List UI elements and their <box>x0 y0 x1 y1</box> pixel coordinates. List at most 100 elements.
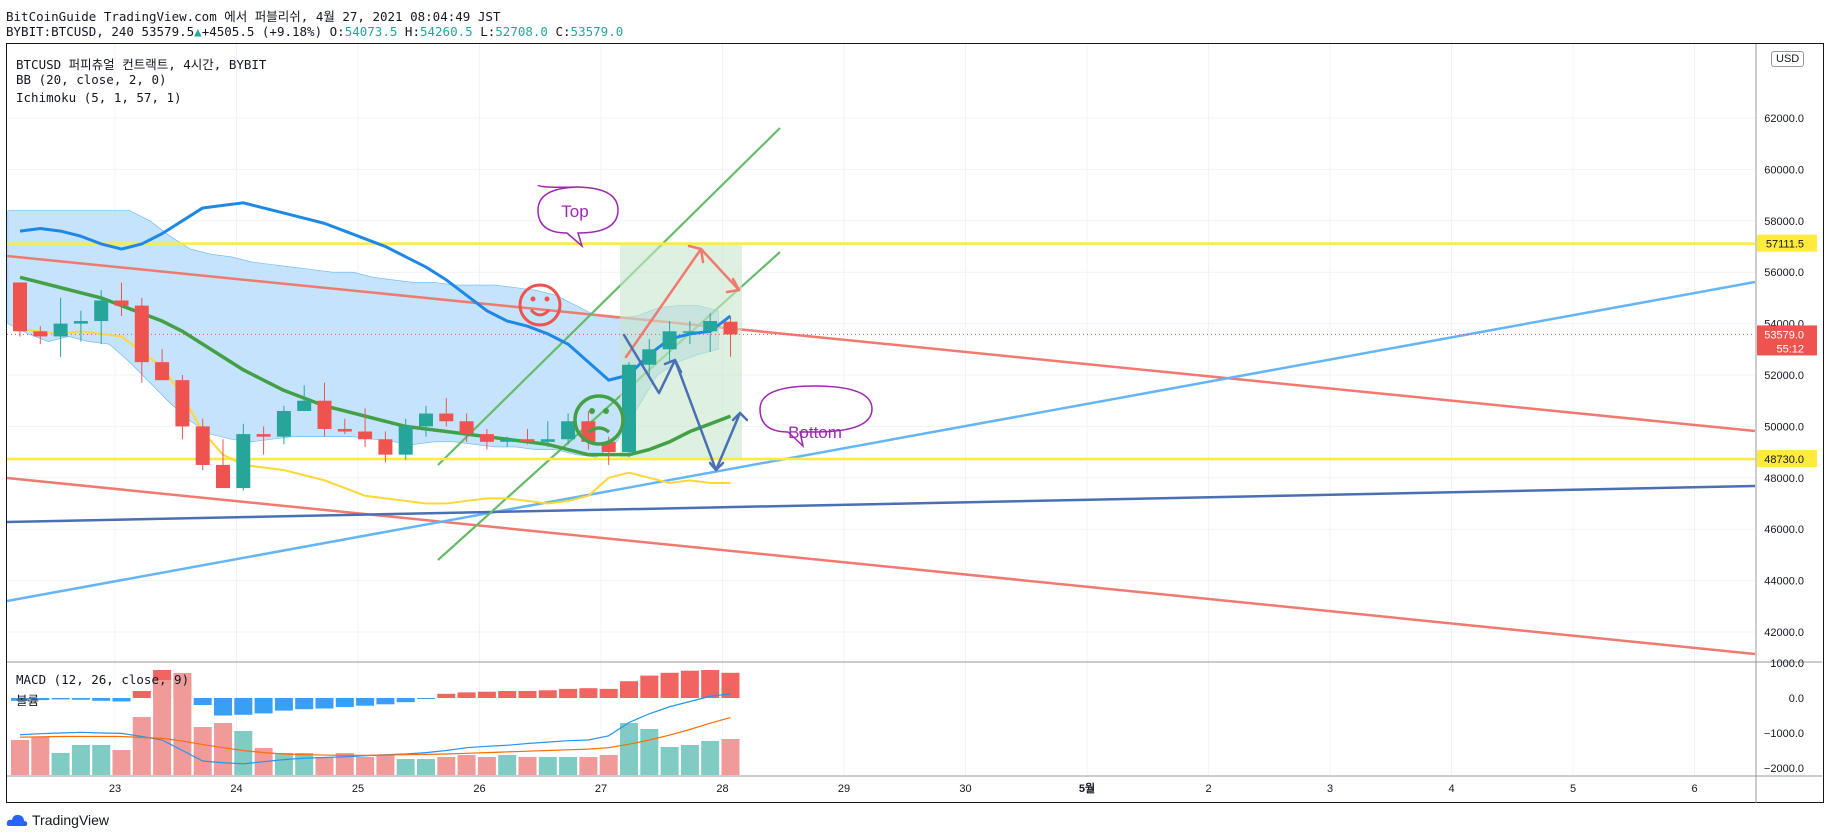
volume-bar <box>153 680 172 775</box>
candle-body <box>398 426 413 455</box>
candle-body <box>479 434 494 442</box>
macd-histogram-bar <box>11 698 29 701</box>
open-value: 54073.5 <box>344 24 398 39</box>
price-label-text: 53579.0 <box>1764 329 1804 341</box>
macd-histogram-bar <box>315 698 334 709</box>
volume-bar <box>437 757 456 775</box>
candle-body <box>500 439 515 442</box>
top-bubble: Top <box>537 184 619 249</box>
change-value: +4505.5 (+9.18%) <box>201 24 323 39</box>
blue-arrow-head <box>731 411 749 422</box>
chart-frame <box>6 43 1824 803</box>
volume-bar <box>71 745 90 775</box>
macd-histogram-bar <box>274 698 293 711</box>
red-trend-line-upper <box>6 254 1756 433</box>
symbol-legend[interactable]: BTCUSD 퍼피츄얼 컨트랙트, 4시간, BYBIT <box>16 57 267 72</box>
x-tick-label: 28 <box>716 783 728 795</box>
candle-body <box>317 400 332 429</box>
y-tick-label: 44000.0 <box>1764 576 1804 588</box>
red-arrow-head <box>687 244 705 264</box>
x-tick-label: 26 <box>473 783 485 795</box>
macd-histogram-bar <box>477 691 496 698</box>
volume-bar <box>538 757 557 775</box>
volume-legend[interactable]: 볼륨 <box>16 693 40 708</box>
volume-bar <box>721 739 740 775</box>
y-tick-label: 52000.0 <box>1764 370 1804 382</box>
ohlc-bar: BYBIT:BTCUSD, 240 53579.5▲+4505.5 (+9.18… <box>6 24 623 39</box>
x-tick-label: 5월 <box>1079 781 1095 795</box>
candle-body <box>134 305 149 363</box>
x-tick-label: 29 <box>838 783 850 795</box>
macd-y-tick-label: −2000.0 <box>1764 763 1804 775</box>
y-tick-label: 46000.0 <box>1764 524 1804 536</box>
macd-pane <box>11 670 740 775</box>
macd-legend[interactable]: MACD (12, 26, close, 9) <box>16 672 190 687</box>
low-label: L: <box>480 24 496 39</box>
smiley-happy-icon <box>518 283 562 327</box>
candle-body <box>419 413 433 427</box>
volume-bar <box>112 750 131 775</box>
x-tick-label: 23 <box>109 783 121 795</box>
macd-histogram-bar <box>417 698 435 699</box>
candle-body <box>723 321 738 335</box>
brand-name: TradingView <box>32 812 110 828</box>
ichimoku-legend[interactable]: Ichimoku (5, 1, 57, 1) <box>16 90 182 105</box>
publish-info: BitCoinGuide TradingView.com 에서 퍼블리쉬, 4월… <box>6 9 501 24</box>
candle-body <box>114 300 129 306</box>
volume-bar <box>477 757 496 775</box>
currency-badge[interactable]: USD <box>1771 51 1805 67</box>
candle-body <box>439 413 454 422</box>
candle-body <box>459 421 474 435</box>
volume-bar <box>51 753 70 775</box>
macd-histogram-bar <box>396 698 415 703</box>
candle-body <box>175 380 190 427</box>
bb-legend[interactable]: BB (20, close, 2, 0) <box>16 72 167 87</box>
close-value: 53579.0 <box>570 24 624 39</box>
candle-body <box>195 426 210 465</box>
price-label-box <box>1757 234 1817 252</box>
x-tick-label: 27 <box>595 783 607 795</box>
volume-bar <box>599 755 618 775</box>
annotations: Top Bottom <box>537 184 873 449</box>
top-label: Top <box>561 202 588 221</box>
macd-histogram-bar <box>71 698 90 700</box>
macd-histogram-bar <box>295 698 314 710</box>
horizontal-levels <box>7 242 1755 461</box>
macd-histogram-bar <box>92 698 111 701</box>
candle-body <box>662 331 677 350</box>
candle-body <box>581 421 596 442</box>
volume-bar <box>620 723 638 775</box>
macd-histogram-bar <box>640 675 659 698</box>
candle-body <box>703 321 718 332</box>
candle-body <box>642 349 657 365</box>
macd-histogram-bar <box>51 698 70 700</box>
volume-bar <box>559 757 578 775</box>
macd-y-tick-label: 0.0 <box>1789 693 1804 705</box>
bottom-label: Bottom <box>788 423 842 442</box>
axes: 23 24 25 26 27 28 29 30 5월 2 3 4 5 642000.044000.0460… <box>7 44 1822 803</box>
x-tick-label: 3 <box>1327 783 1333 795</box>
candle-body <box>53 323 68 337</box>
price-label-box <box>1757 325 1817 356</box>
macd-histogram-bar <box>457 692 476 698</box>
candle-body <box>33 331 48 337</box>
candle-body <box>216 464 230 489</box>
candle-body <box>276 410 291 437</box>
open-label: O: <box>329 24 345 39</box>
macd-histogram-bar <box>132 691 151 698</box>
volume-bar <box>498 755 517 775</box>
candle-body <box>682 331 697 333</box>
candle-body <box>337 428 352 432</box>
tradingview-logo[interactable]: TradingView <box>6 812 109 828</box>
volume-bar <box>640 729 659 775</box>
volume-bar <box>31 737 50 775</box>
volume-bar <box>396 759 415 775</box>
macd-histogram-bar <box>538 690 557 698</box>
x-tick-label: 30 <box>959 783 971 795</box>
volume-bar <box>356 757 375 775</box>
volume-bar <box>417 759 435 775</box>
macd-histogram-bar <box>437 693 456 698</box>
macd-histogram-bar <box>620 681 638 698</box>
high-label: H: <box>404 24 420 39</box>
